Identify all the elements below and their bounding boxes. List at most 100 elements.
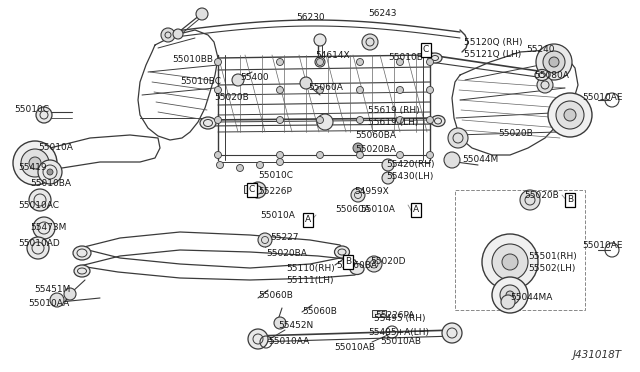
Circle shape xyxy=(258,233,272,247)
Text: 55419: 55419 xyxy=(18,164,47,173)
Text: A: A xyxy=(413,205,419,215)
Text: 55226PA: 55226PA xyxy=(375,311,414,320)
Text: C: C xyxy=(423,45,429,55)
Circle shape xyxy=(444,152,460,168)
Circle shape xyxy=(426,151,433,158)
Text: 55080A: 55080A xyxy=(534,71,569,80)
Circle shape xyxy=(21,149,49,177)
Text: 55227: 55227 xyxy=(270,234,298,243)
Text: 55110(RH): 55110(RH) xyxy=(286,263,335,273)
Circle shape xyxy=(482,234,538,290)
Circle shape xyxy=(317,114,333,130)
Circle shape xyxy=(500,285,520,305)
Text: 55060BA: 55060BA xyxy=(336,262,377,270)
Text: 55060B: 55060B xyxy=(258,292,293,301)
Text: 54959X: 54959X xyxy=(354,187,388,196)
Text: 55120Q (RH): 55120Q (RH) xyxy=(464,38,522,46)
Text: 55495+A(LH): 55495+A(LH) xyxy=(368,327,429,337)
Text: 55020B: 55020B xyxy=(214,93,249,103)
Circle shape xyxy=(248,329,268,349)
Text: 55044MA: 55044MA xyxy=(510,294,552,302)
Text: 55010AC: 55010AC xyxy=(18,201,59,209)
Circle shape xyxy=(502,254,518,270)
Ellipse shape xyxy=(200,117,216,129)
Bar xyxy=(372,310,386,317)
Bar xyxy=(455,190,585,310)
Text: B: B xyxy=(345,257,351,266)
Circle shape xyxy=(276,158,284,166)
Text: 56243: 56243 xyxy=(368,10,397,19)
Text: 55452N: 55452N xyxy=(278,321,313,330)
Circle shape xyxy=(492,277,528,313)
Text: 54614X: 54614X xyxy=(315,51,349,60)
Text: 55473M: 55473M xyxy=(30,224,67,232)
Circle shape xyxy=(397,116,403,124)
Circle shape xyxy=(314,34,326,46)
Circle shape xyxy=(448,128,468,148)
Text: 55400: 55400 xyxy=(240,73,269,81)
Circle shape xyxy=(356,116,364,124)
Text: 55020B: 55020B xyxy=(524,192,559,201)
Circle shape xyxy=(564,109,576,121)
Circle shape xyxy=(214,116,221,124)
Circle shape xyxy=(426,87,433,93)
Ellipse shape xyxy=(335,246,349,258)
Circle shape xyxy=(29,189,51,211)
Text: 55121Q (LH): 55121Q (LH) xyxy=(464,49,521,58)
Text: 55430(LH): 55430(LH) xyxy=(386,171,433,180)
Circle shape xyxy=(382,172,394,184)
Circle shape xyxy=(397,58,403,65)
Text: 55451M: 55451M xyxy=(34,285,70,295)
Text: 55010AA: 55010AA xyxy=(268,337,309,346)
Text: 55010BA: 55010BA xyxy=(30,179,71,187)
Text: 55420(RH): 55420(RH) xyxy=(386,160,435,169)
Circle shape xyxy=(196,8,208,20)
Circle shape xyxy=(442,323,462,343)
Text: 56230: 56230 xyxy=(296,13,324,22)
Ellipse shape xyxy=(350,263,364,275)
Text: 55240: 55240 xyxy=(526,45,554,55)
Circle shape xyxy=(426,116,433,124)
Circle shape xyxy=(214,151,221,158)
Text: 55010B: 55010B xyxy=(388,54,423,62)
Circle shape xyxy=(549,57,559,67)
Circle shape xyxy=(315,57,325,67)
Ellipse shape xyxy=(74,265,90,277)
Circle shape xyxy=(13,141,57,185)
Circle shape xyxy=(27,237,49,259)
Circle shape xyxy=(50,293,64,307)
Text: 55010AE: 55010AE xyxy=(582,93,623,103)
Text: 55020D: 55020D xyxy=(370,257,406,266)
Text: 55010A: 55010A xyxy=(260,211,295,219)
Circle shape xyxy=(276,116,284,124)
Text: 55010BB: 55010BB xyxy=(172,55,213,64)
Text: 55226P: 55226P xyxy=(258,186,292,196)
Text: B: B xyxy=(567,196,573,205)
Circle shape xyxy=(356,87,364,93)
Circle shape xyxy=(232,74,244,86)
Text: A: A xyxy=(305,215,311,224)
Circle shape xyxy=(501,295,515,309)
Circle shape xyxy=(317,87,323,93)
Ellipse shape xyxy=(73,246,91,260)
Text: 55044M: 55044M xyxy=(462,155,499,164)
Text: 55020BA: 55020BA xyxy=(266,248,307,257)
Circle shape xyxy=(29,157,41,169)
Circle shape xyxy=(276,151,284,158)
Circle shape xyxy=(426,58,433,65)
Circle shape xyxy=(353,143,363,153)
Circle shape xyxy=(543,51,565,73)
Circle shape xyxy=(356,58,364,65)
Ellipse shape xyxy=(535,70,549,80)
Circle shape xyxy=(317,58,323,65)
Circle shape xyxy=(537,77,553,93)
Text: 55020B: 55020B xyxy=(498,129,532,138)
Text: 55619 (RH): 55619 (RH) xyxy=(368,106,420,115)
Text: 55010A: 55010A xyxy=(38,142,73,151)
Text: 55010C: 55010C xyxy=(258,170,293,180)
Circle shape xyxy=(356,151,364,158)
Text: 55010AA: 55010AA xyxy=(28,299,69,308)
Text: 55010AD: 55010AD xyxy=(18,240,60,248)
Circle shape xyxy=(257,161,264,169)
Circle shape xyxy=(506,291,514,299)
